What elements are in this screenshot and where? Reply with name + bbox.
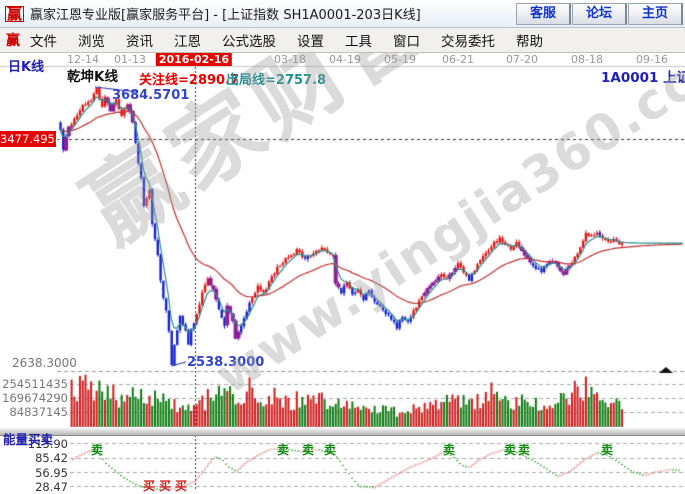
volume-scale-label: 254511435 xyxy=(2,377,68,391)
indicator-title[interactable]: 能量买卖 xyxy=(3,432,54,447)
indicator-scale-label: 28.47 xyxy=(35,480,68,494)
homepage-button[interactable]: 主页 xyxy=(628,3,683,25)
menu-file[interactable]: 文件 xyxy=(30,34,57,50)
qiankun-kline-label: 乾坤K线 xyxy=(67,69,118,85)
crosshair-price-tag: 3477.4958 xyxy=(0,131,63,147)
sell-signal: 卖 xyxy=(90,443,104,457)
pane-splitter[interactable] xyxy=(0,427,685,436)
menu-logo-icon: 赢 xyxy=(6,33,20,49)
indicator-scale-label: 85.42 xyxy=(35,451,68,465)
indicator-scale-label: 56.95 xyxy=(35,466,68,480)
exit-line-value: 出局线=2757.8 xyxy=(226,73,327,88)
x-axis-date: 07-20 xyxy=(506,53,538,66)
period-label[interactable]: 日K线 xyxy=(8,60,45,75)
volume-scale-label: 84837145 xyxy=(9,405,68,419)
menu-window[interactable]: 窗口 xyxy=(393,34,420,50)
menu-settings[interactable]: 设置 xyxy=(297,34,324,50)
app-logo-icon: 赢 xyxy=(5,4,25,23)
x-axis-date: 09-16 xyxy=(636,53,668,66)
x-axis-date: 08-18 xyxy=(571,53,603,66)
menu-browse[interactable]: 浏览 xyxy=(78,34,105,50)
sell-signal: 卖 xyxy=(323,443,337,457)
x-axis-date: 05-19 xyxy=(384,53,416,66)
x-axis-date: 12-14 xyxy=(67,53,99,66)
sell-signal: 卖 xyxy=(301,443,315,457)
sell-signal: 卖 xyxy=(276,443,290,457)
menu-help[interactable]: 帮助 xyxy=(516,34,543,50)
menu-gann[interactable]: 江恩 xyxy=(174,34,201,50)
forum-button[interactable]: 论坛 xyxy=(572,3,627,25)
menu-formula-stock-pick[interactable]: 公式选股 xyxy=(222,34,276,50)
indicator-scale-label: 113.90 xyxy=(27,437,68,451)
price-grid-label: 2638.3000 xyxy=(12,356,77,370)
x-axis-date: 03-18 xyxy=(274,53,306,66)
symbol-label: 1A0001 上证指 xyxy=(601,70,685,86)
customer-service-button[interactable]: 客服 xyxy=(516,3,571,25)
x-axis-date: 04-19 xyxy=(329,53,361,66)
x-axis-date: 06-21 xyxy=(442,53,474,66)
x-axis-date: 01-13 xyxy=(114,53,146,66)
sell-signal: 卖 xyxy=(442,443,456,457)
peak-price-label: 3684.5701 xyxy=(112,88,190,103)
sell-signal: 卖 xyxy=(503,443,517,457)
menu-news[interactable]: 资讯 xyxy=(126,34,153,50)
volume-scale-label: 169674290 xyxy=(2,391,68,405)
sell-signal: 卖 xyxy=(517,443,531,457)
menu-trade[interactable]: 交易委托 xyxy=(441,34,495,50)
low-price-label: 2538.3000 xyxy=(187,355,265,370)
window-title: 赢家江恩专业版[赢家服务平台] - [上证指数 SH1A0001-203日K线] xyxy=(30,8,421,23)
sell-signal: 卖 xyxy=(600,443,614,457)
buy-signal: 买买买 xyxy=(143,479,192,493)
title-bar: 赢 赢家江恩专业版[赢家服务平台] - [上证指数 SH1A0001-203日K… xyxy=(0,0,685,28)
menu-bar: 赢 文件 浏览 资讯 江恩 公式选股 设置 工具 窗口 交易委托 帮助 xyxy=(0,28,685,53)
attention-line-value: 关注线=2890.7 xyxy=(139,73,240,88)
menu-tools[interactable]: 工具 xyxy=(345,34,372,50)
x-axis-date-selected: 2016-02-16 xyxy=(155,53,233,66)
